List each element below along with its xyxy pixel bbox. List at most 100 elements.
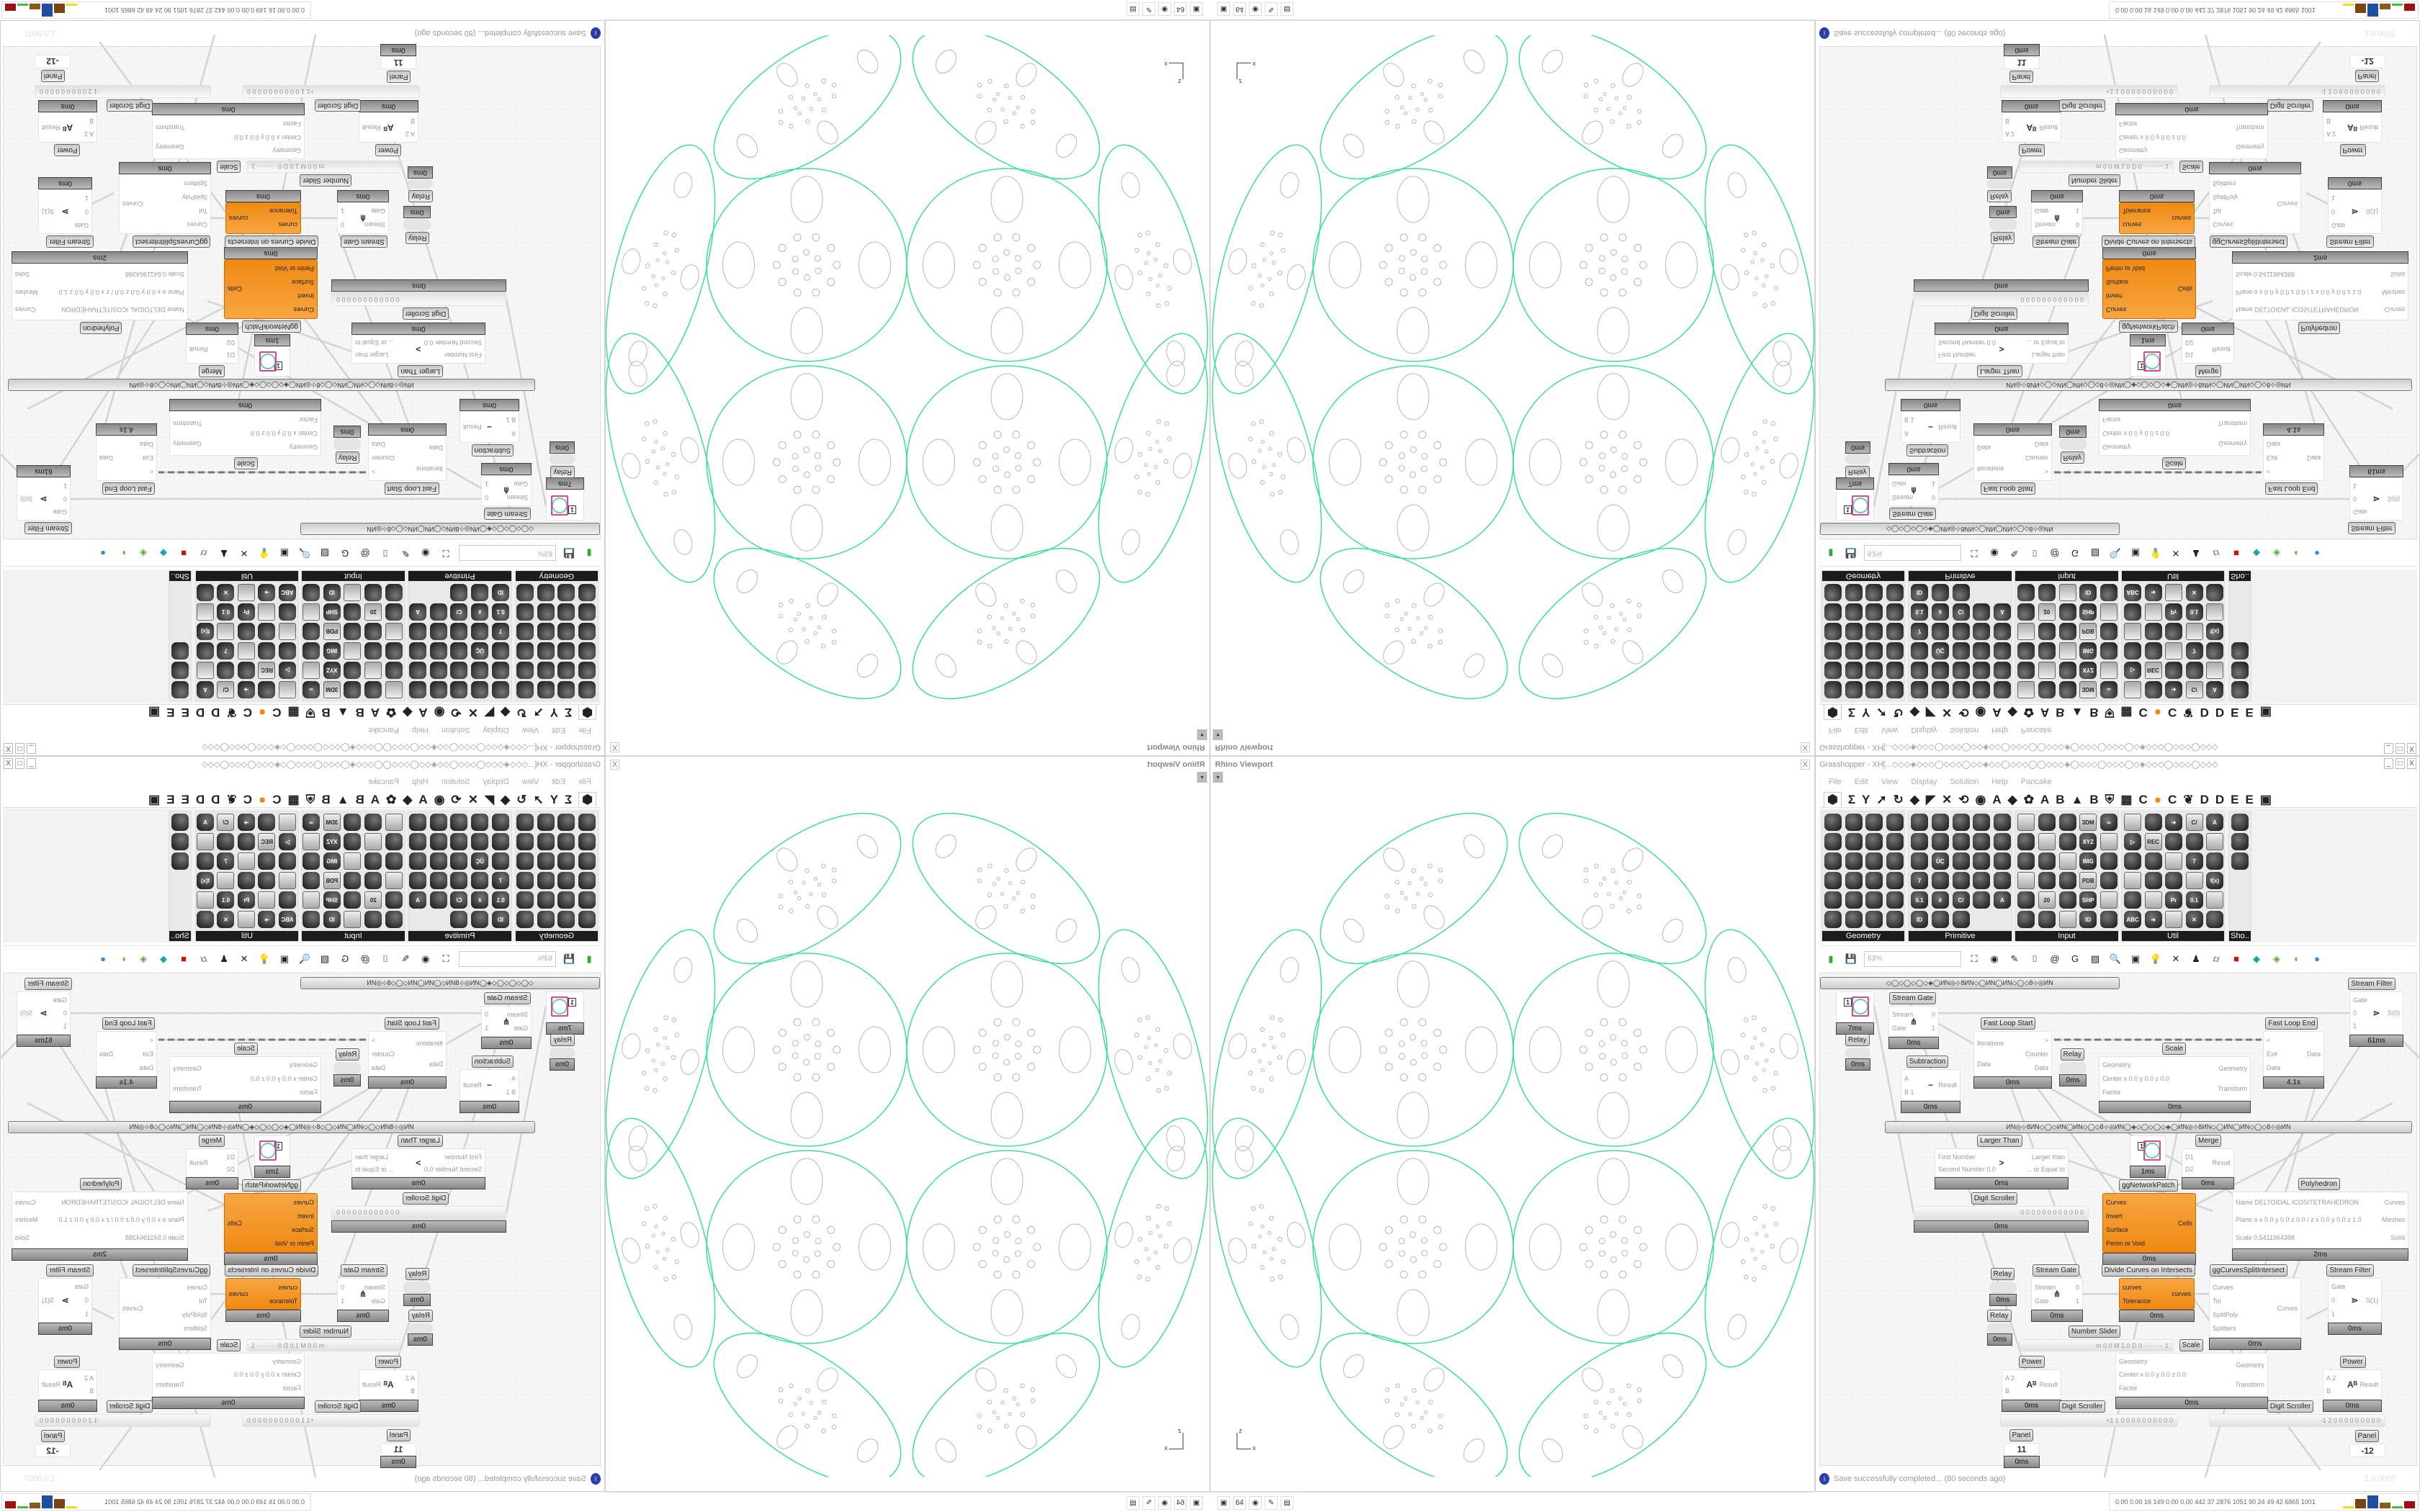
fast-loop-start-component[interactable]: Iterations Data > Counter Data xyxy=(1973,1031,2052,1076)
menu-edit[interactable]: Edit xyxy=(1854,778,1868,786)
input-param[interactable]: Geometry xyxy=(272,146,301,154)
slider-value[interactable]: +1 1 0 0 0 0 0 0 0 0 0 0 xyxy=(247,1417,314,1424)
input-param[interactable]: Splitters xyxy=(184,1325,207,1333)
input-param[interactable]: Second Number 0.0 xyxy=(424,339,482,347)
component-icon[interactable] xyxy=(2124,891,2141,909)
digit-scroller-label[interactable]: Digit Scroller xyxy=(2267,1400,2314,1413)
output-param[interactable]: Curves xyxy=(122,1304,143,1312)
close-button[interactable]: X xyxy=(2407,758,2416,769)
component-icon[interactable] xyxy=(2206,911,2223,928)
input-param[interactable]: 0 xyxy=(2331,208,2336,216)
component-icon[interactable] xyxy=(1994,814,2011,831)
input-param[interactable]: 0 xyxy=(63,1009,67,1017)
input-param[interactable]: Exit xyxy=(142,1050,153,1058)
output-param[interactable]: Counter xyxy=(2025,1050,2048,1058)
fast-loop-end-label[interactable]: Fast Loop End xyxy=(102,482,155,495)
panel-label[interactable]: Panel xyxy=(386,1429,411,1441)
input-param[interactable]: 1 xyxy=(84,1310,89,1318)
group-bar[interactable]: ИN◎⊹8ИN◇◯◇ИN◯ИN◇◯◇8⊹◎ИN◯◈◇◯◇◯◇◈◯ИN◎⊹8ИN◇… xyxy=(1885,379,2412,391)
polyhedron-label[interactable]: Polyhedron xyxy=(79,322,122,334)
output-param[interactable]: Larger than xyxy=(2031,351,2065,359)
component-icon[interactable] xyxy=(1824,833,1842,850)
fast-loop-start-label[interactable]: Fast Loop Start xyxy=(384,1017,439,1030)
stream-gate-component[interactable]: Stream Gate 0 1 ⋔ xyxy=(481,475,532,506)
panel-component[interactable]: -12 xyxy=(2349,1444,2385,1457)
relay-label[interactable]: Relay xyxy=(1987,1310,2012,1322)
digit-scroller-component[interactable]: +1 1 0 0 0 0 0 0 0 0 0 0 xyxy=(242,1414,420,1427)
component-icon[interactable] xyxy=(1845,891,1863,909)
digit-scroller-component[interactable]: -1 2 0 0 0 0 0 0 0 0 0 xyxy=(35,1414,211,1427)
input-param[interactable]: Data xyxy=(1977,444,1991,452)
ggnetworkpatch-label[interactable]: ggNetworkPatch xyxy=(2119,320,2178,333)
component-icon[interactable] xyxy=(2058,833,2076,850)
slider-value[interactable]: 0 0 0 0 0 0 0 0 0 0 0 0 xyxy=(2020,296,2084,303)
installer-icon[interactable]: ▣ xyxy=(1217,1496,1230,1510)
ghost-icon[interactable]: ♟ xyxy=(2192,953,2200,964)
merge-label[interactable]: Merge xyxy=(2195,365,2222,377)
swatch-component[interactable]: 1 xyxy=(2130,346,2166,377)
tab-4[interactable]: ↻ xyxy=(1893,792,1904,806)
relay-component[interactable] xyxy=(333,1062,361,1074)
output-param[interactable]: Transform xyxy=(156,123,185,131)
panel-label[interactable]: Panel xyxy=(2354,1430,2380,1442)
relay-label[interactable]: Relay xyxy=(405,232,430,244)
output-param[interactable]: 0 xyxy=(2075,1283,2079,1291)
output-param[interactable]: ... or Equal to xyxy=(2026,1165,2065,1173)
input-param[interactable]: D1 xyxy=(226,1153,235,1161)
tab-20[interactable]: ● xyxy=(2154,792,2162,806)
scale-label[interactable]: Scale xyxy=(217,1339,241,1351)
component-icon[interactable] xyxy=(1886,872,1904,889)
stream-filter-label[interactable]: Stream Filter xyxy=(46,235,94,248)
tab-17[interactable]: ⛨ xyxy=(2105,792,2115,806)
input-param[interactable]: Gate xyxy=(2035,207,2049,215)
input-param[interactable]: Curves xyxy=(2213,221,2233,229)
slider-value[interactable]: 0 0 0 0 0 0 0 0 0 0 0 0 xyxy=(336,296,400,303)
component-icon[interactable]: ÜÇ xyxy=(1931,852,1949,870)
component-icon[interactable]: PDB xyxy=(2079,872,2097,889)
larger-than-label[interactable]: Larger Than xyxy=(398,1135,443,1147)
input-param[interactable]: Plane o x 0.0 y 0.0 z 0.0 / z x 0.0 y 0.… xyxy=(2236,288,2362,296)
input-param[interactable]: Stream xyxy=(364,221,385,229)
output-param[interactable]: Meshes xyxy=(15,288,38,296)
tab-11[interactable]: ◆ xyxy=(2007,792,2017,806)
component-icon[interactable] xyxy=(1973,814,1991,831)
ggnetworkpatch-component[interactable]: Curves Invert Surface Perim or Void Cells xyxy=(224,1193,318,1253)
input-param[interactable]: A 2 xyxy=(2326,1374,2336,1382)
installer-icon[interactable]: ▣ xyxy=(1217,2,1230,16)
output-param[interactable]: Result xyxy=(2212,346,2231,353)
relay-component[interactable] xyxy=(1989,218,2017,230)
input-param[interactable]: Scale 0.5411964388 xyxy=(125,271,184,279)
output-param[interactable]: Result xyxy=(2039,124,2058,131)
component-icon[interactable] xyxy=(2058,891,2076,909)
input-param[interactable]: D2 xyxy=(2185,339,2194,347)
scale-component[interactable]: Geometry Center x 0.0 y 0.0 z 0.0 Factor Ge… xyxy=(152,1353,305,1397)
relay-component[interactable] xyxy=(408,1323,433,1333)
output-param[interactable]: 0 xyxy=(341,1283,345,1291)
stream-gate-component[interactable]: Stream Gate 0 1 ⋔ xyxy=(2031,202,2083,234)
rhino-viewport[interactable]: Rhino Viewport X ▾ z x xyxy=(605,756,1210,1492)
firefox-icon[interactable]: ◉ xyxy=(1158,1496,1171,1510)
calculator-icon[interactable]: ▤ xyxy=(1126,2,1139,16)
input-param[interactable]: B 1 xyxy=(1904,416,1914,424)
panel-label[interactable]: Util xyxy=(2122,931,2224,941)
input-param[interactable]: B xyxy=(410,1387,415,1395)
number-slider-component[interactable]: m 0.0 M 1.0 D 0 ········· 1 xyxy=(2020,1339,2174,1351)
sphere-half-icon[interactable]: ◐ xyxy=(2294,953,2300,964)
component-icon[interactable]: 3DM xyxy=(2079,814,2097,831)
output-param[interactable]: Solid xyxy=(2390,271,2405,279)
output-param[interactable]: curves xyxy=(229,1290,248,1297)
input-param[interactable]: Geometry xyxy=(2119,1358,2148,1366)
save-icon[interactable]: 💾 xyxy=(1845,953,1857,964)
component-icon[interactable] xyxy=(2165,833,2182,850)
search-icon[interactable]: 🔍 xyxy=(2109,953,2122,964)
stream-filter-label[interactable]: Stream Filter xyxy=(24,978,72,990)
subtraction-label[interactable]: Subtraction xyxy=(471,444,514,456)
output-param[interactable]: 1 xyxy=(485,480,489,488)
slider-value[interactable]: m 0.0 M 1.0 D 0 ········· 1 xyxy=(2095,1342,2169,1349)
input-param[interactable]: Gate xyxy=(2353,508,2367,516)
output-param[interactable]: Counter xyxy=(2025,454,2048,462)
red-box-icon[interactable]: ■ xyxy=(2233,953,2239,964)
group-bar[interactable]: ◇◯◇◯◇◯◇◈◯ИN◎⊹8ИN◇◯ИN◯ИN◇◯◇8⊹◎ИN xyxy=(300,523,600,535)
input-param[interactable]: Stream xyxy=(2035,1283,2056,1291)
